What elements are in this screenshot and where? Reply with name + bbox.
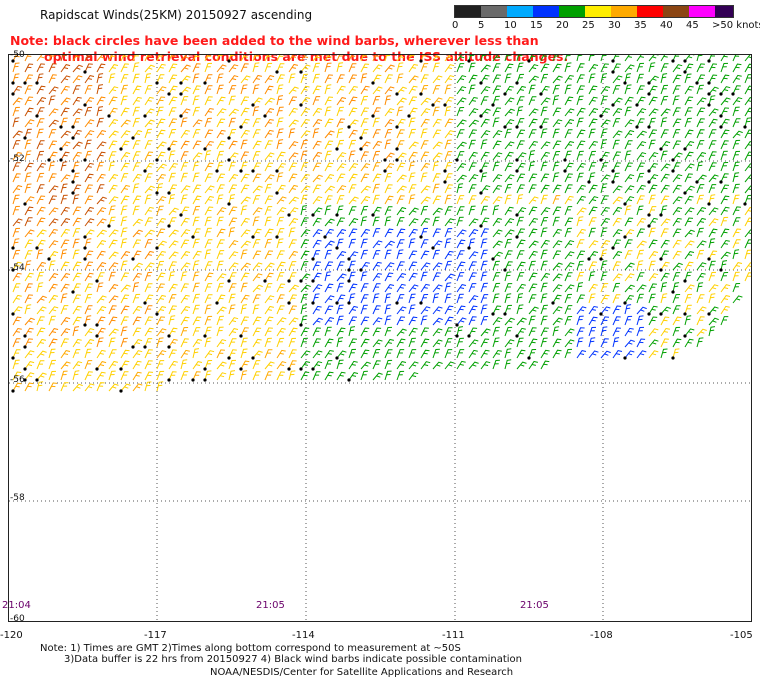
colorbar-swatch bbox=[559, 6, 585, 17]
colorbar-label: 5 bbox=[478, 20, 485, 31]
lon-label-117: -117 bbox=[144, 630, 167, 641]
colorbar-swatch bbox=[481, 6, 507, 17]
lat-label-50: -50 bbox=[10, 50, 25, 60]
colorbar-labels: 0 5 10 15 20 25 30 35 40 45 >50 knots bbox=[452, 18, 760, 32]
lon-label-120: -120 bbox=[0, 630, 23, 641]
colorbar-label: 20 bbox=[556, 20, 569, 31]
map-title: Rapidscat Winds(25KM) 20150927 ascending bbox=[40, 8, 313, 22]
lat-label-60: -60 bbox=[10, 614, 25, 624]
lat-label-52: -52 bbox=[10, 154, 25, 164]
colorbar-swatch bbox=[637, 6, 663, 17]
colorbar-swatch bbox=[507, 6, 533, 17]
wind-speed-colorbar: 0 5 10 15 20 25 30 35 40 45 >50 knots bbox=[452, 5, 760, 32]
colorbar-label: 30 bbox=[608, 20, 621, 31]
colorbar-label: 25 bbox=[582, 20, 595, 31]
colorbar-label: 40 bbox=[660, 20, 673, 31]
time-label-1: 21:04 bbox=[2, 600, 31, 611]
altitude-note: Note: black circles have been added to t… bbox=[10, 33, 570, 65]
time-label-3: 21:05 bbox=[520, 600, 549, 611]
wind-barb-map bbox=[8, 54, 752, 622]
colorbar-label: 0 bbox=[452, 20, 459, 31]
note-line-1: Note: black circles have been added to t… bbox=[10, 33, 539, 48]
lon-label-111: -111 bbox=[442, 630, 465, 641]
wind-barbs bbox=[11, 55, 751, 393]
footer-notes: Note: 1) Times are GMT 2)Times along bot… bbox=[40, 643, 522, 665]
lon-label-114: -114 bbox=[292, 630, 315, 641]
note-line-2: optimal wind retrieval conditions are me… bbox=[44, 49, 569, 64]
footer-line-1: Note: 1) Times are GMT 2)Times along bot… bbox=[40, 643, 461, 654]
lon-label-108: -108 bbox=[590, 630, 613, 641]
colorbar-label: 15 bbox=[530, 20, 543, 31]
lat-label-58: -58 bbox=[10, 493, 25, 503]
lon-label-105: -105 bbox=[730, 630, 753, 641]
colorbar-label: 10 bbox=[504, 20, 517, 31]
colorbar-swatch bbox=[715, 6, 733, 17]
colorbar-label: 45 bbox=[686, 20, 699, 31]
colorbar-swatch bbox=[585, 6, 611, 17]
colorbar-swatch bbox=[611, 6, 637, 17]
time-label-2: 21:05 bbox=[256, 600, 285, 611]
colorbar-swatch bbox=[663, 6, 689, 17]
lat-label-54: -54 bbox=[10, 263, 25, 273]
colorbar-label: 35 bbox=[634, 20, 647, 31]
colorbar-swatch bbox=[533, 6, 559, 17]
colorbar-label: >50 knots bbox=[712, 20, 760, 31]
credit-line: NOAA/NESDIS/Center for Satellite Applica… bbox=[210, 667, 514, 678]
colorbar-swatches bbox=[454, 5, 734, 18]
lat-label-56: -56 bbox=[10, 375, 25, 385]
footer-line-2: 3)Data buffer is 22 hrs from 20150927 4)… bbox=[64, 654, 522, 665]
colorbar-swatch bbox=[455, 6, 481, 17]
colorbar-swatch bbox=[689, 6, 715, 17]
wind-field bbox=[9, 55, 751, 621]
